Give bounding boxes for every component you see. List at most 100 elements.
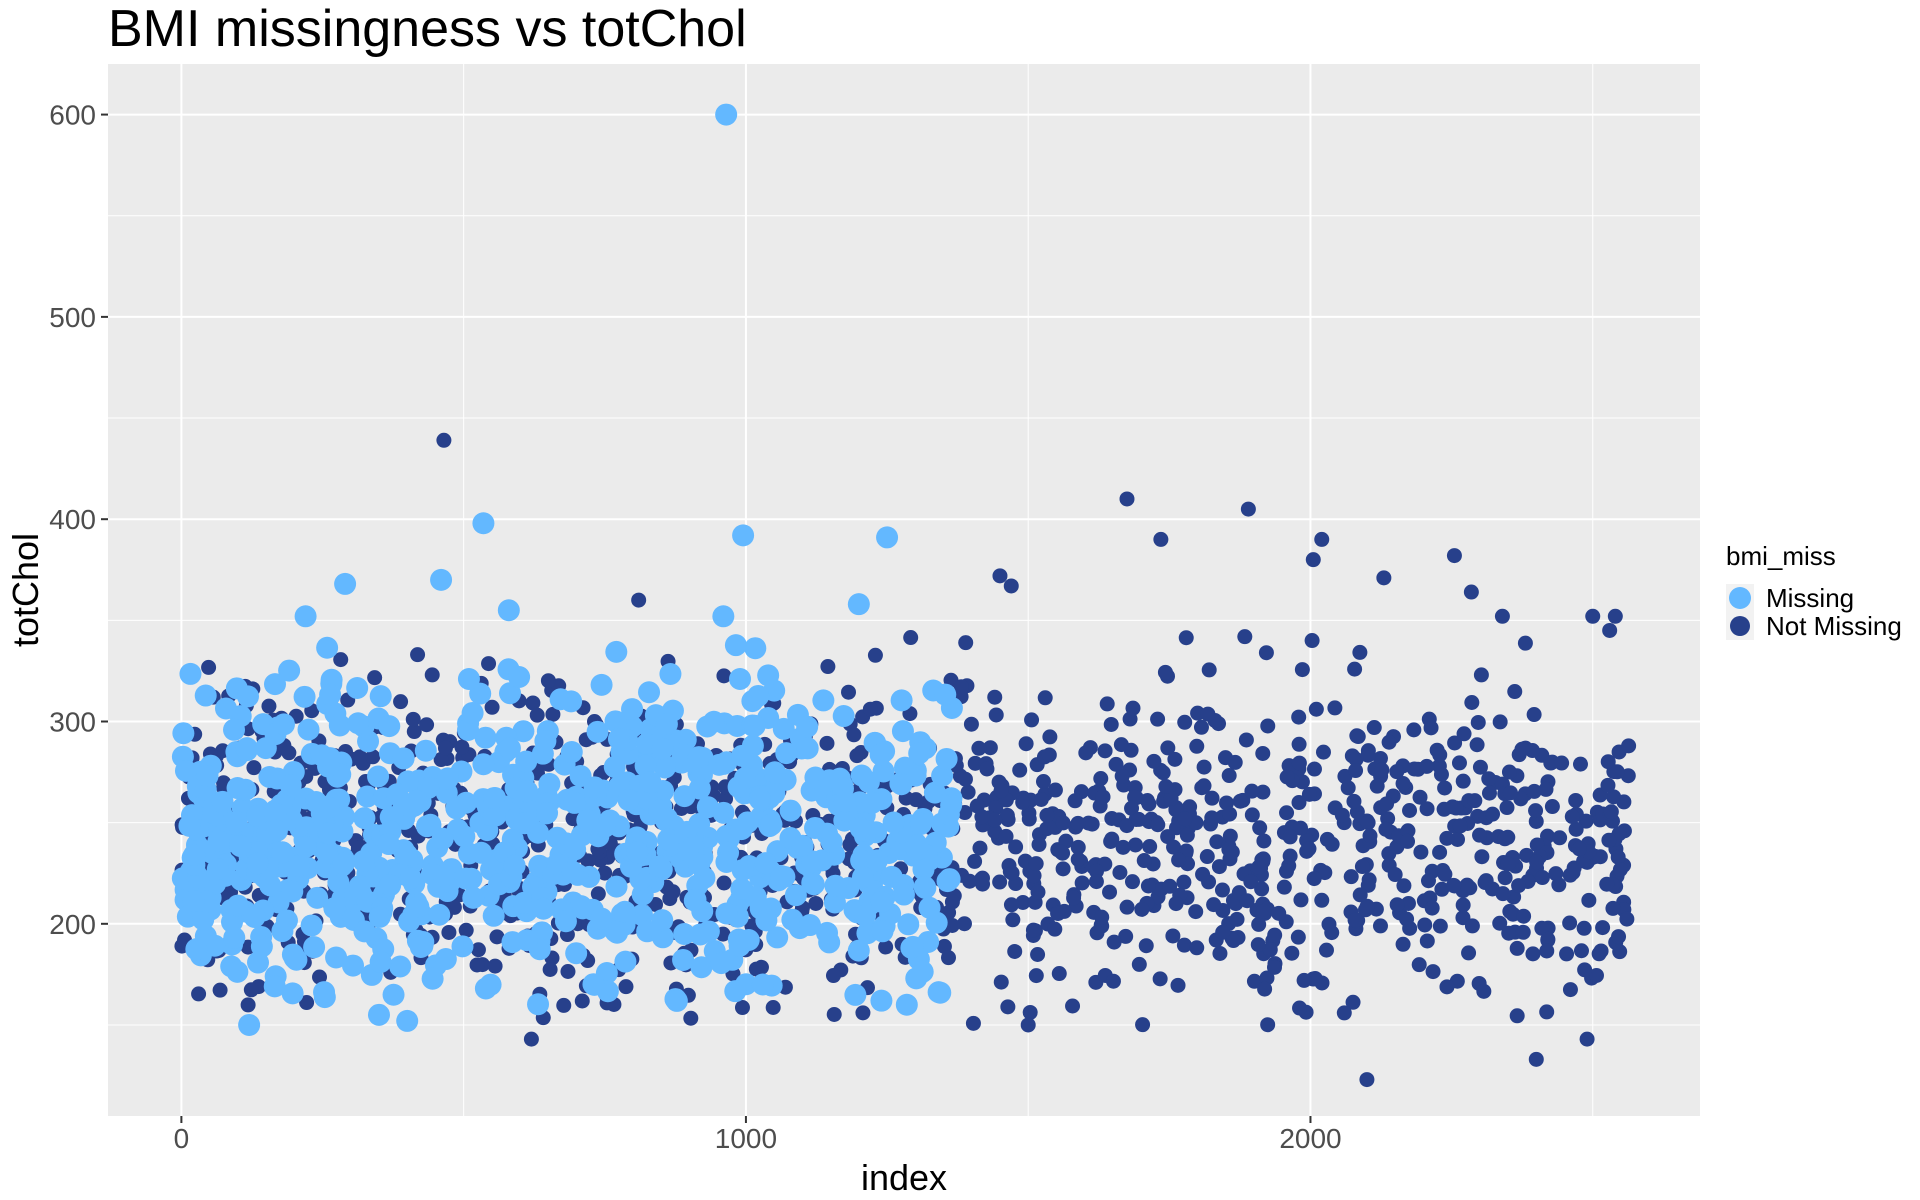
scatter-point	[1470, 714, 1486, 730]
scatter-point	[934, 683, 957, 706]
scatter-point	[182, 890, 205, 913]
scatter-point	[389, 955, 412, 978]
scatter-point	[748, 961, 764, 977]
scatter-point	[923, 781, 946, 804]
scatter-point	[271, 841, 294, 864]
x-tick-label: 2000	[1279, 1123, 1341, 1154]
scatter-point	[1343, 869, 1359, 885]
scatter-point	[433, 864, 456, 887]
scatter-point	[766, 926, 789, 949]
scatter-point	[560, 741, 583, 764]
scatter-point	[503, 854, 526, 877]
scatter-point	[944, 917, 960, 933]
scatter-point	[424, 667, 440, 683]
scatter-point	[1372, 750, 1388, 766]
scatter-point	[1588, 967, 1604, 983]
scatter-point	[512, 720, 535, 743]
scatter-point	[1152, 971, 1168, 987]
scatter-point	[1437, 780, 1453, 796]
scatter-point	[1432, 747, 1448, 763]
scatter-point	[1600, 754, 1616, 770]
scatter-point	[1221, 768, 1237, 784]
scatter-point	[451, 935, 474, 958]
scatter-point	[1509, 940, 1525, 956]
scatter-point	[457, 668, 480, 691]
scatter-point	[862, 701, 878, 717]
scatter-point	[1389, 764, 1405, 780]
scatter-point	[513, 891, 536, 914]
scatter-point	[367, 1003, 390, 1026]
scatter-point	[353, 807, 376, 830]
scatter-point	[1042, 729, 1058, 745]
scatter-point	[1434, 881, 1450, 897]
scatter-point	[967, 853, 983, 869]
scatter-point	[847, 593, 870, 616]
scatter-point	[445, 797, 468, 820]
scatter-point	[1306, 761, 1322, 777]
scatter-point	[1492, 714, 1508, 730]
scatter-point	[1554, 755, 1570, 771]
scatter-point	[312, 969, 328, 985]
y-tick-label: 500	[49, 302, 96, 333]
scatter-point	[1103, 716, 1119, 732]
scatter-point	[1432, 844, 1448, 860]
scatter-point	[1348, 751, 1364, 767]
scatter-point	[687, 746, 710, 769]
scatter-point	[489, 929, 505, 945]
scatter-point	[648, 799, 671, 822]
scatter-point	[677, 839, 700, 862]
scatter-point	[1455, 773, 1471, 789]
scatter-point	[1413, 844, 1429, 860]
scatter-point	[1581, 892, 1597, 908]
scatter-point	[1138, 938, 1154, 954]
scatter-point	[1526, 707, 1542, 723]
scatter-point	[825, 968, 841, 984]
scatter-point	[1511, 878, 1527, 894]
scatter-point	[1124, 800, 1140, 816]
scatter-point	[1252, 820, 1268, 836]
scatter-point	[377, 833, 400, 856]
scatter-point	[1255, 903, 1271, 919]
scatter-point	[1495, 886, 1511, 902]
scatter-point	[540, 673, 556, 689]
scatter-point	[1037, 690, 1053, 706]
scatter-point	[263, 975, 286, 998]
scatter-point	[1118, 928, 1134, 944]
scatter-point	[1359, 1072, 1375, 1088]
scatter-point	[1534, 920, 1550, 936]
scatter-point	[367, 765, 390, 788]
scatter-point	[730, 818, 753, 841]
scatter-point	[1400, 833, 1416, 849]
scatter-point	[747, 684, 770, 707]
scatter-point	[1568, 821, 1584, 837]
scatter-point	[891, 720, 914, 743]
scatter-point	[1003, 897, 1019, 913]
scatter-point	[1539, 1004, 1555, 1020]
scatter-point	[1095, 789, 1111, 805]
scatter-point	[419, 813, 442, 836]
scatter-point	[1176, 874, 1192, 890]
scatter-point	[225, 811, 248, 834]
scatter-point	[992, 568, 1008, 584]
data-points	[171, 103, 1637, 1088]
scatter-point	[1573, 943, 1589, 959]
scatter-point	[1406, 722, 1422, 738]
scatter-point	[1291, 736, 1307, 752]
scatter-point	[1431, 758, 1447, 774]
scatter-point	[940, 950, 956, 966]
scatter-point	[812, 689, 835, 712]
scatter-point	[665, 884, 681, 900]
scatter-point	[353, 920, 376, 943]
scatter-point	[483, 804, 506, 827]
scatter-point	[779, 799, 802, 822]
scatter-point	[1301, 786, 1317, 802]
scatter-point	[1455, 897, 1471, 913]
scatter-point	[1395, 776, 1411, 792]
scatter-point	[651, 926, 674, 949]
scatter-point	[1165, 928, 1181, 944]
scatter-point	[1621, 738, 1637, 754]
scatter-point	[1094, 909, 1110, 925]
scatter-point	[378, 715, 401, 738]
scatter-point	[1501, 764, 1517, 780]
